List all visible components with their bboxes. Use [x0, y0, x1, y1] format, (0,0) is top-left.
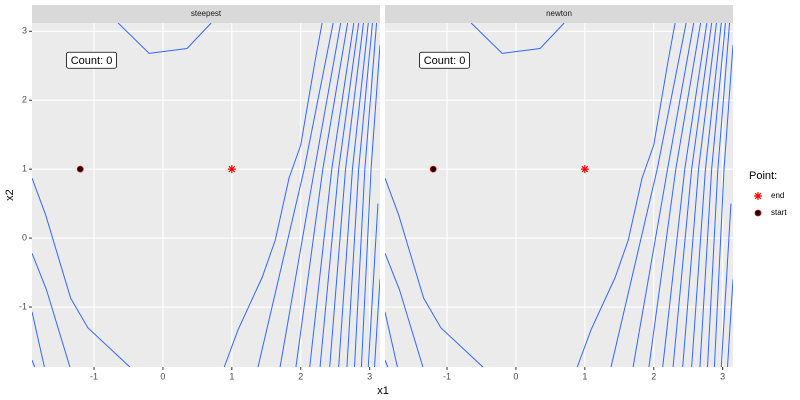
- contour-line: [367, 203, 379, 367]
- point-end: [754, 192, 762, 200]
- contour-line: [346, 23, 373, 367]
- annotation: Count: 0: [71, 55, 113, 67]
- contour-line: [682, 23, 717, 367]
- contour-line: [713, 45, 733, 367]
- contour-line: [385, 253, 424, 367]
- x-tick-label: 1: [229, 371, 234, 381]
- strip-label: newton: [546, 9, 572, 18]
- contour-line: [662, 23, 708, 367]
- legend-title: Point:: [749, 170, 777, 182]
- contour-line: [295, 23, 349, 367]
- contour-line: [632, 23, 695, 367]
- x-tick-label: 2: [651, 371, 656, 381]
- y-tick-label: 2: [22, 95, 27, 105]
- contour-line: [319, 23, 360, 367]
- annotation-box: [419, 51, 470, 69]
- panel: [385, 23, 733, 367]
- contour-line: [354, 23, 378, 367]
- contour-line: [720, 203, 732, 367]
- y-tick-label: -1: [19, 301, 27, 311]
- point-start: [76, 165, 84, 173]
- contour-line: [360, 45, 380, 367]
- contour-line: [329, 23, 364, 367]
- contour-line: [338, 23, 369, 367]
- contour-line: [707, 23, 731, 367]
- contour-line: [648, 23, 702, 367]
- x-axis-title: x1: [377, 385, 389, 397]
- point-end: [227, 165, 236, 174]
- y-axis-title: x2: [4, 189, 16, 201]
- contour-line: [610, 23, 687, 367]
- annotation: Count: 0: [424, 55, 466, 67]
- x-tick-label: 0: [160, 371, 165, 381]
- contour-line: [691, 23, 722, 367]
- panel: [32, 23, 380, 367]
- contour-line: [672, 23, 713, 367]
- contour-line: [309, 23, 355, 367]
- point-start: [754, 209, 762, 217]
- contour-line: [385, 359, 389, 367]
- legend-label: end: [771, 191, 784, 200]
- contour-line: [699, 23, 726, 367]
- y-tick-label: 1: [22, 164, 27, 174]
- contour-line: [223, 23, 323, 367]
- y-tick-label: 3: [22, 26, 27, 36]
- point-end: [580, 165, 589, 174]
- contour-line: [385, 177, 484, 367]
- x-tick-label: 0: [513, 371, 518, 381]
- strip: [32, 5, 380, 23]
- y-tick-label: 0: [22, 232, 27, 242]
- legend-label: start: [771, 208, 787, 217]
- x-tick-label: 1: [582, 371, 587, 381]
- contour-line: [385, 311, 398, 367]
- contour-line: [32, 311, 45, 367]
- contour-line: [279, 23, 342, 367]
- contour-line: [32, 359, 36, 367]
- strip-label: steepest: [191, 9, 222, 18]
- contours: [32, 23, 380, 367]
- contour-line: [32, 177, 131, 367]
- contour-line: [257, 23, 334, 367]
- x-tick-label: -1: [90, 371, 98, 381]
- x-tick-label: -1: [443, 371, 451, 381]
- contours: [385, 23, 733, 367]
- contour-line: [576, 23, 676, 367]
- point-start: [429, 165, 437, 173]
- contour-line: [117, 23, 212, 54]
- contour-line: [726, 279, 733, 367]
- x-tick-label: 2: [298, 371, 303, 381]
- x-tick-label: 3: [720, 371, 725, 381]
- contour-line: [470, 23, 565, 54]
- annotation-box: [66, 51, 117, 69]
- x-tick-label: 3: [367, 371, 372, 381]
- contour-line: [373, 279, 380, 367]
- strip: [385, 5, 733, 23]
- contour-line: [32, 253, 71, 367]
